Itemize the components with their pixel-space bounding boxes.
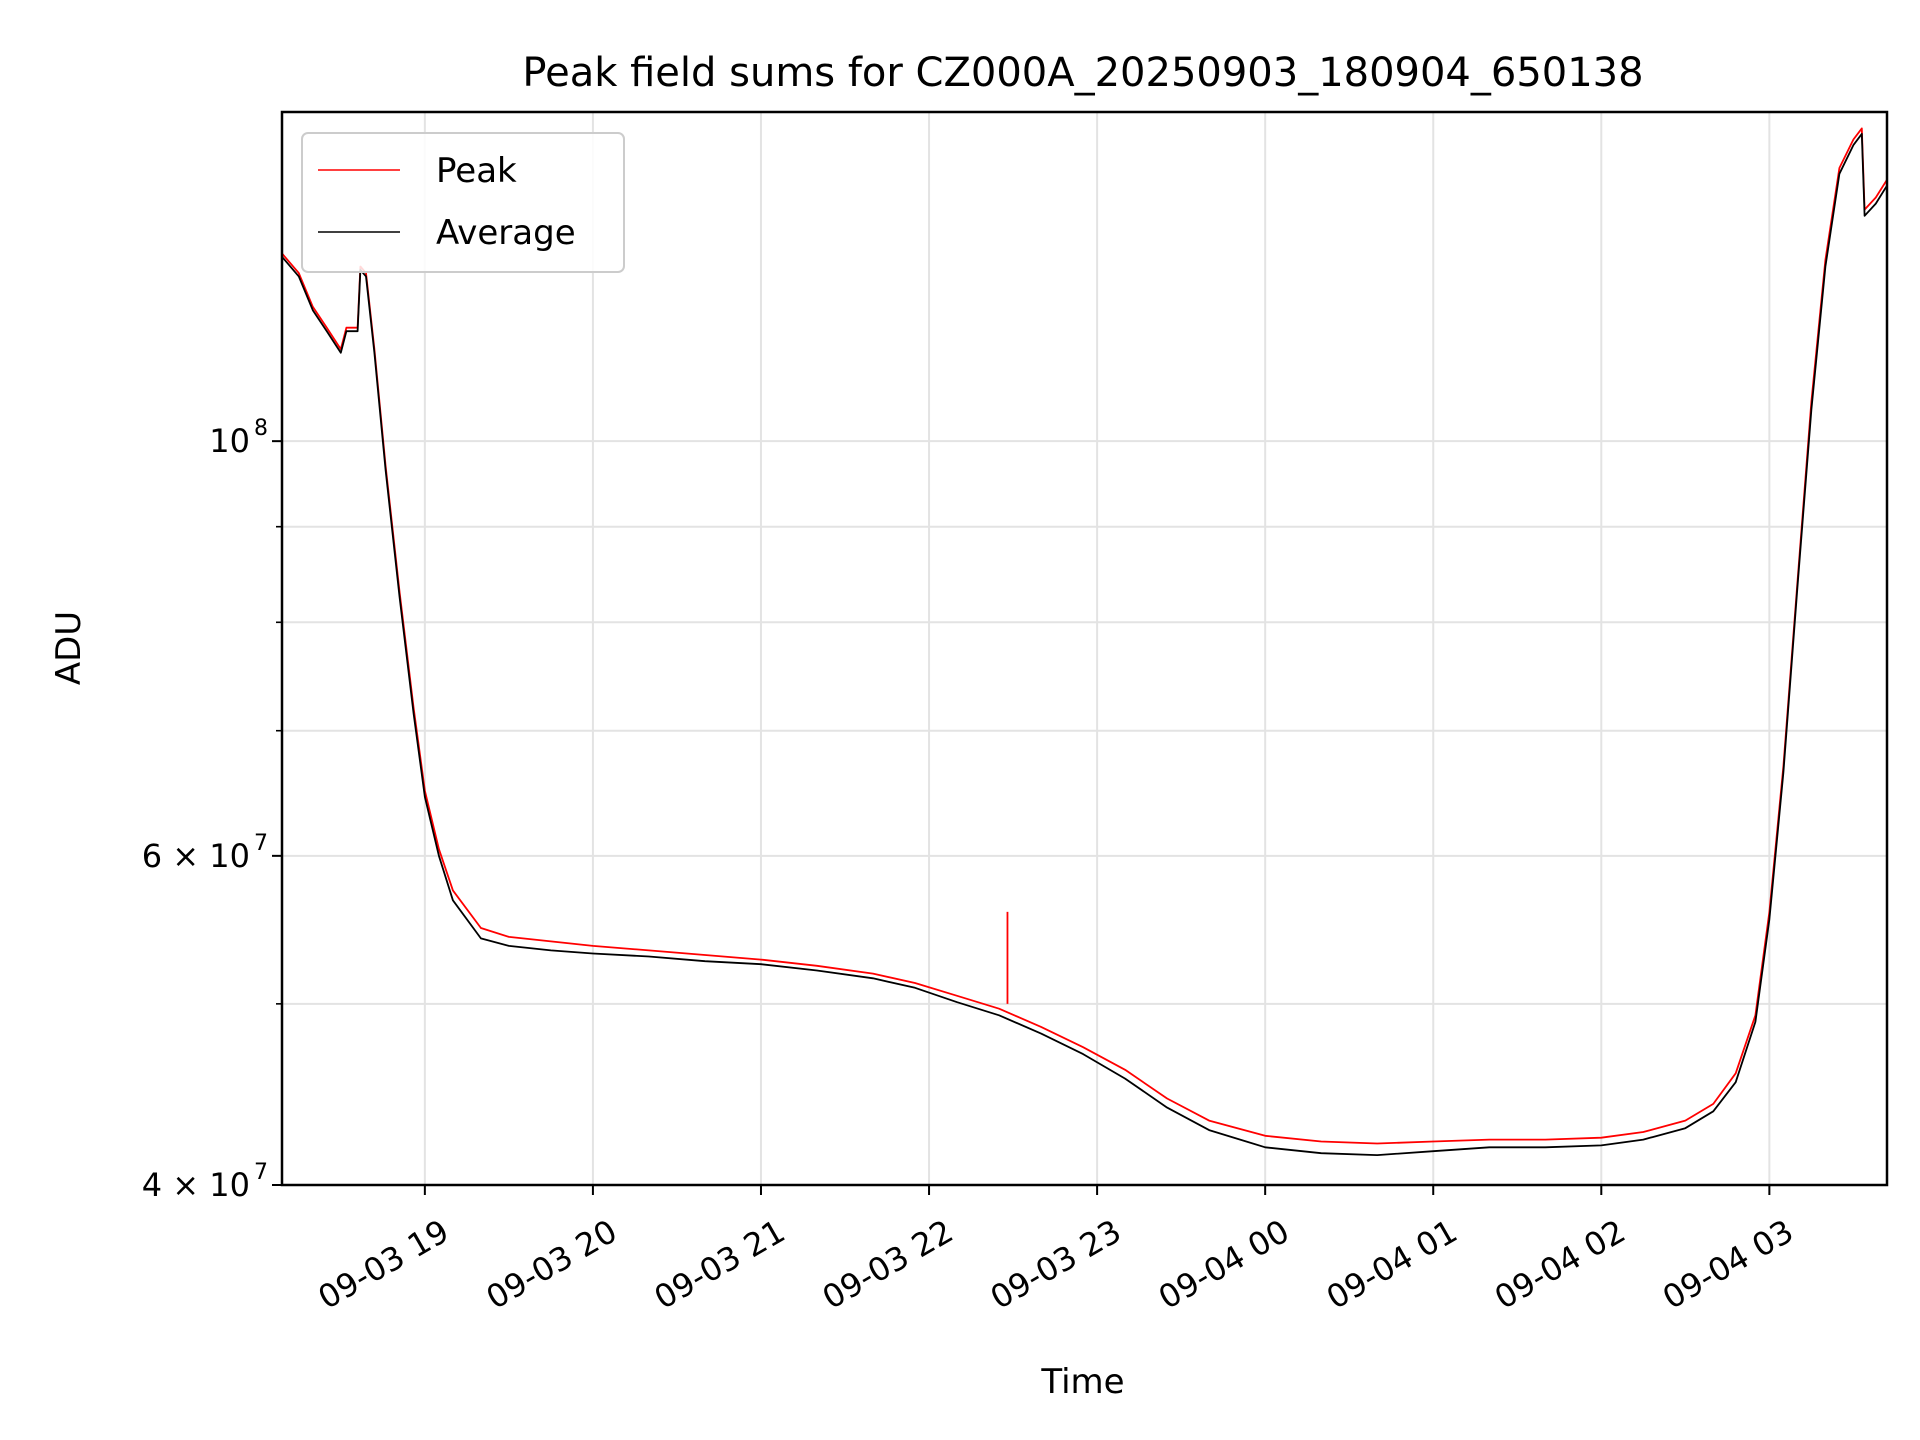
legend-label-average: Average <box>436 213 576 253</box>
x-axis-label: Time <box>1040 1362 1124 1402</box>
series-line-average <box>282 132 1887 1156</box>
y-tick-label: 10 <box>209 422 250 460</box>
y-axis-label: ADU <box>49 611 89 685</box>
y-tick-label: 4 × 10 <box>142 1166 250 1204</box>
grid <box>282 112 1887 1186</box>
legend: Peak Average <box>301 132 625 273</box>
y-tick-exponent: 7 <box>254 1160 268 1185</box>
legend-label-peak: Peak <box>436 151 517 191</box>
plot-lines <box>282 127 1887 1156</box>
plot-frame <box>280 110 1889 1187</box>
chart-title: Peak field sums for CZ000A_20250903_1809… <box>522 50 1643 96</box>
y-tick-exponent: 7 <box>254 831 268 856</box>
y-tick-exponent: 8 <box>254 416 268 441</box>
legend-box <box>301 132 625 273</box>
y-tick-label: 6 × 10 <box>142 837 250 875</box>
